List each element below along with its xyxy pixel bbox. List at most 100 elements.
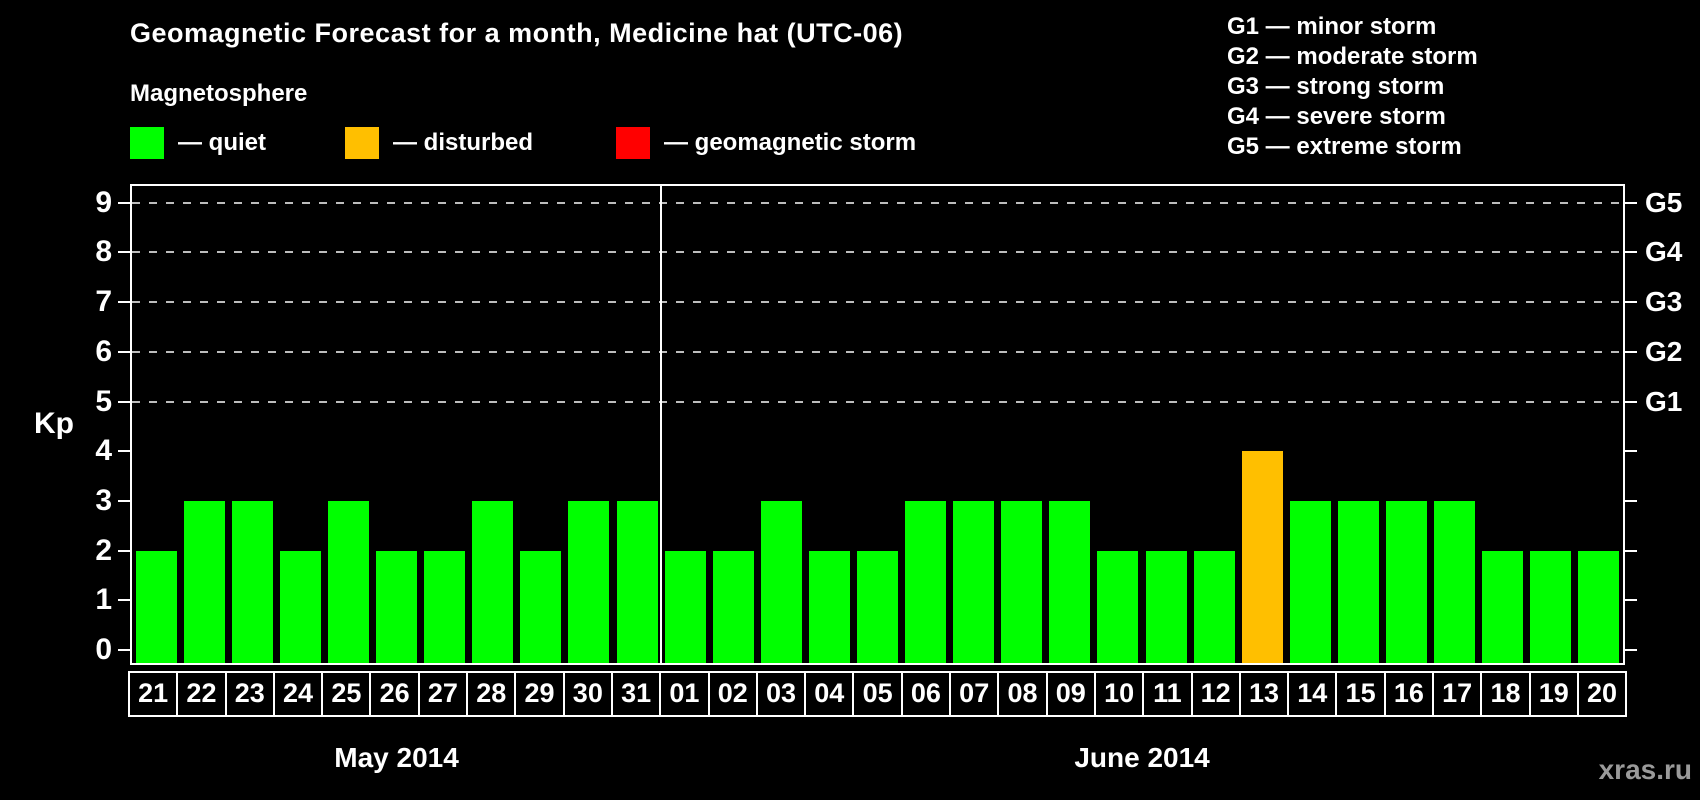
kp-bar-june-12	[1193, 550, 1235, 663]
watermark: xras.ru	[1598, 754, 1692, 785]
day-label-cell: 15	[1335, 671, 1386, 717]
storm-scale-line: G3 — strong storm	[1227, 73, 1445, 100]
day-label-cell: 20	[1576, 671, 1628, 717]
day-label-cell: 23	[224, 671, 275, 717]
right-tick-0	[1625, 649, 1637, 651]
plot-inner	[132, 186, 1623, 663]
day-label-cell: 30	[562, 671, 613, 717]
left-tick-3	[118, 499, 130, 502]
kp-bar-may-31	[616, 500, 658, 663]
left-tick-0	[118, 649, 130, 651]
y-tick-label-3: 3	[95, 483, 112, 517]
day-label-cell: 25	[321, 671, 372, 717]
kp-bar-may-23	[231, 500, 273, 663]
y-axis-label: Kp	[34, 407, 74, 440]
gridline-kp-8	[132, 251, 1623, 254]
kp-bar-june-01	[664, 550, 706, 663]
chart-title: Geomagnetic Forecast for a month, Medici…	[130, 18, 904, 48]
day-label-cell: 05	[852, 671, 903, 717]
legend-item-label: — disturbed	[393, 129, 534, 156]
kp-bar-june-14	[1289, 500, 1331, 663]
kp-bar-june-19	[1530, 550, 1572, 663]
kp-bar-may-22	[183, 500, 225, 663]
day-label-cell: 13	[1238, 671, 1290, 717]
day-label-cell: 08	[997, 671, 1048, 717]
day-label-cell: 19	[1528, 671, 1579, 717]
day-label-cell: 10	[1093, 671, 1145, 717]
day-label-cell: 27	[417, 671, 469, 717]
kp-bar-june-10	[1097, 550, 1139, 663]
left-tick-6	[118, 350, 130, 353]
kp-bar-june-02	[712, 550, 754, 663]
day-label-cell: 22	[176, 671, 227, 717]
right-tick-3	[1625, 499, 1637, 502]
kp-bar-june-04	[808, 550, 850, 663]
legend-item-label: — quiet	[178, 129, 266, 156]
gridline-kp-7	[132, 301, 1623, 304]
gridline-kp-9	[132, 201, 1623, 204]
day-label-cell: 28	[466, 671, 517, 717]
day-label-cell: 26	[369, 671, 420, 717]
day-label-cell: 03	[755, 671, 807, 717]
storm-scale-line: G5 — extreme storm	[1227, 133, 1462, 160]
legend-item: — geomagnetic storm	[616, 126, 916, 160]
day-label-cell: 09	[1045, 671, 1096, 717]
month-label: May 2014	[334, 742, 459, 773]
kp-bar-may-24	[279, 550, 321, 663]
day-label-cell: 02	[707, 671, 758, 717]
left-tick-8	[118, 251, 130, 254]
right-tick-2	[1625, 549, 1637, 552]
left-tick-1	[118, 599, 130, 602]
day-label-cell: 01	[659, 671, 710, 717]
right-tick-7	[1625, 301, 1637, 304]
y-tick-label-7: 7	[95, 285, 112, 319]
left-tick-5	[118, 400, 130, 403]
left-tick-7	[118, 301, 130, 304]
storm-scale-line: G2 — moderate storm	[1227, 43, 1478, 70]
legend-swatch-icon	[130, 127, 164, 159]
y-tick-label-1: 1	[95, 583, 112, 617]
g-scale-label-g5: G5	[1645, 186, 1683, 218]
left-tick-9	[118, 201, 130, 204]
legend-item: — quiet	[130, 126, 266, 160]
kp-bar-may-28	[472, 500, 514, 663]
day-label-cell: 14	[1287, 671, 1338, 717]
g-scale-label-g1: G1	[1645, 385, 1683, 417]
kp-bar-june-20	[1578, 550, 1620, 663]
y-tick-label-8: 8	[95, 235, 112, 269]
y-tick-label-0: 0	[95, 633, 112, 666]
legend-swatch-icon	[616, 127, 650, 159]
day-label-cell: 07	[949, 671, 1000, 717]
kp-bar-may-21	[135, 550, 177, 663]
plot-area	[130, 184, 1625, 665]
y-tick-label-2: 2	[95, 533, 112, 567]
g-scale-label-g2: G2	[1645, 335, 1683, 367]
day-label-cell: 11	[1142, 671, 1193, 717]
y-tick-label-6: 6	[95, 334, 112, 368]
right-tick-9	[1625, 201, 1637, 204]
day-label-cell: 31	[610, 671, 662, 717]
left-tick-2	[118, 549, 130, 552]
kp-bar-may-27	[424, 550, 466, 663]
right-tick-1	[1625, 599, 1637, 602]
right-tick-5	[1625, 400, 1637, 403]
kp-bar-june-15	[1337, 500, 1379, 663]
g-scale-label-g3: G3	[1645, 286, 1683, 318]
storm-scale-legend: G1 — minor storm G2 — moderate storm G3 — …	[1227, 12, 1478, 162]
day-label-cell: 06	[900, 671, 952, 717]
storm-scale-line: G1 — minor storm	[1227, 13, 1437, 40]
kp-bar-june-06	[905, 500, 947, 663]
gridline-kp-5	[132, 400, 1623, 403]
kp-bar-june-17	[1434, 500, 1476, 663]
kp-bar-may-30	[568, 500, 610, 663]
day-label-cell: 18	[1480, 671, 1531, 717]
day-label-cell: 21	[128, 671, 179, 717]
kp-bar-june-08	[1001, 500, 1043, 663]
day-label-cell: 12	[1190, 671, 1241, 717]
kp-bar-may-26	[376, 550, 418, 663]
right-tick-4	[1625, 450, 1637, 453]
gridline-kp-6	[132, 350, 1623, 353]
kp-bar-june-07	[953, 500, 995, 663]
legend-item-label: — geomagnetic storm	[664, 129, 917, 156]
